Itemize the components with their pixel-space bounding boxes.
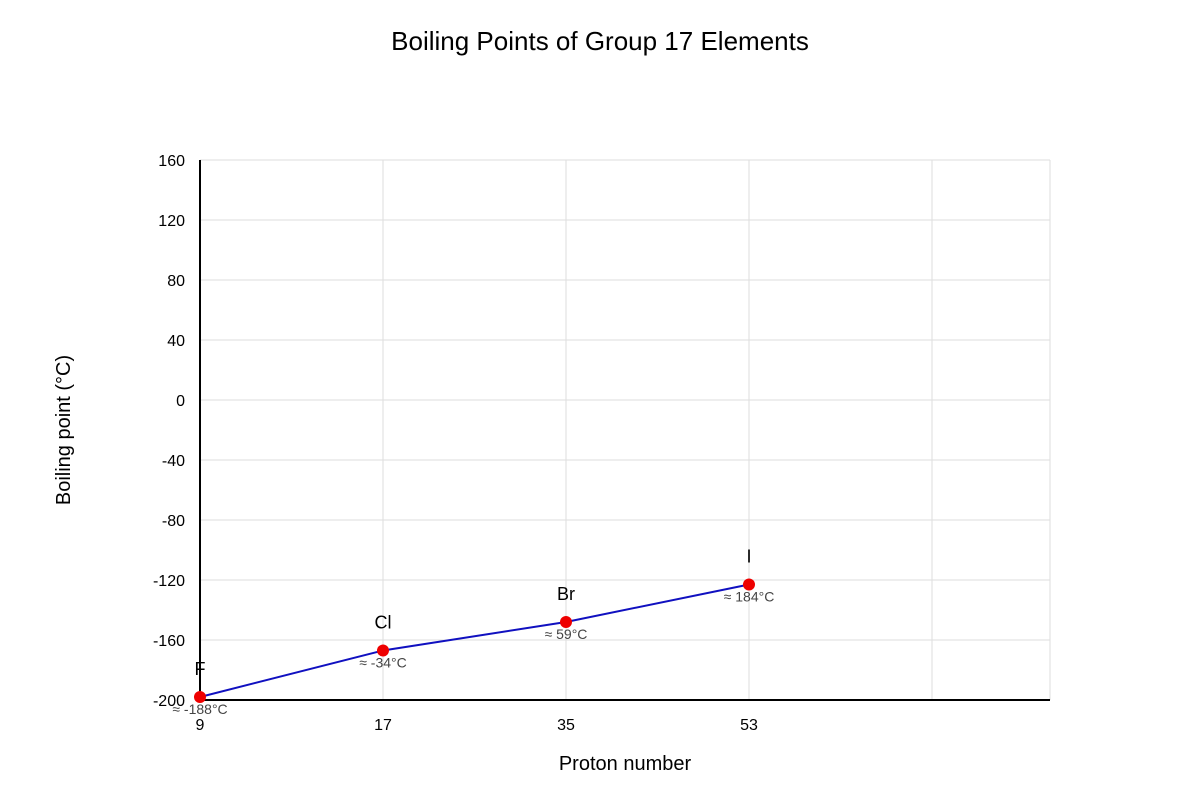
- y-tick-label: -80: [162, 513, 185, 530]
- value-label: ≈ 59°C: [545, 626, 588, 642]
- element-label: F: [195, 659, 206, 679]
- y-tick-label: -160: [153, 633, 185, 650]
- x-tick-label: 17: [374, 717, 392, 734]
- y-tick-labels: -200 -160 -120 -80 -40 0 40 80 120 160: [153, 153, 185, 710]
- y-tick-label: 120: [158, 213, 185, 230]
- chart-title: Boiling Points of Group 17 Elements: [391, 26, 809, 56]
- value-label: ≈ 184°C: [724, 589, 775, 605]
- series: [194, 578, 755, 703]
- series-line: [199, 583, 750, 698]
- y-tick-label: 80: [167, 273, 185, 290]
- element-label: Br: [557, 584, 575, 604]
- y-tick-label: 0: [176, 393, 185, 410]
- y-tick-label: 40: [167, 333, 185, 350]
- x-tick-label: 35: [557, 717, 575, 734]
- data-point-marker: [194, 691, 206, 703]
- data-point-marker: [560, 616, 572, 628]
- data-point-marker: [743, 578, 755, 591]
- value-label: ≈ -34°C: [359, 655, 407, 671]
- data-point-marker: [377, 644, 389, 657]
- y-tick-label: -40: [162, 453, 185, 470]
- y-tick-label: 160: [158, 153, 185, 170]
- value-label: ≈ -188°C: [172, 701, 227, 717]
- y-axis-title: Boiling point (°C): [53, 355, 75, 505]
- element-label: I: [746, 547, 751, 567]
- y-tick-label: -120: [153, 573, 185, 590]
- x-axis-title: Proton number: [559, 753, 692, 775]
- x-tick-label: 53: [740, 717, 758, 734]
- x-tick-label: 9: [196, 717, 205, 734]
- y-tick-label: -200: [153, 693, 185, 710]
- axes: [199, 160, 1050, 701]
- point-labels: F ≈ -188°C Cl ≈ -34°C Br ≈ 59°C I ≈ 184°C: [172, 547, 774, 718]
- x-tick-labels: 9 17 35 53: [196, 717, 758, 734]
- grid: [200, 159, 1051, 700]
- element-label: Cl: [375, 613, 392, 633]
